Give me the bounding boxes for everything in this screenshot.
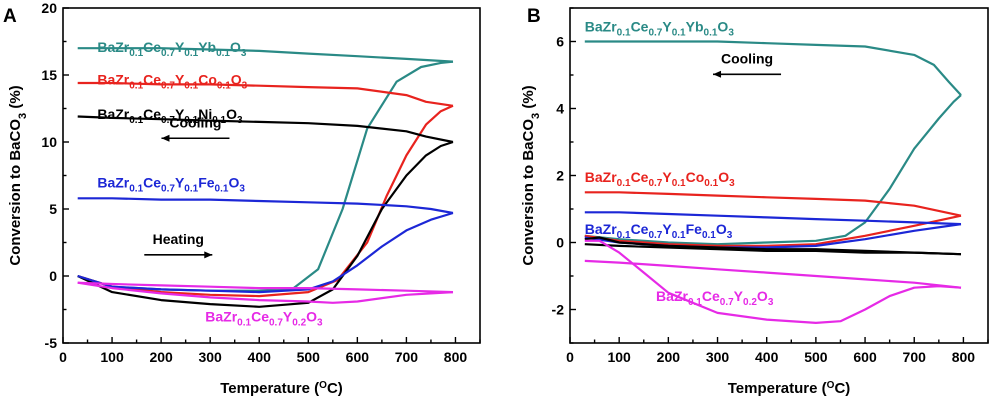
- series-cooling-line-bazr0-1ce0-7y0-1co0-1o3: [77, 81, 454, 107]
- x-tick-label: 300: [198, 349, 222, 365]
- series-label: BaZr0.1Ce0.7Y0.1Fe0.1O3: [585, 221, 733, 241]
- y-tick-label: 20: [41, 0, 57, 16]
- y-tick-label: 0: [49, 268, 57, 284]
- annotation-cooling: Cooling: [721, 50, 773, 66]
- x-tick-label: 800: [444, 349, 468, 365]
- series-heating-line-bazr0-1ce0-7y0-1fe0-1o3: [77, 211, 454, 294]
- y-tick-label: -5: [45, 335, 58, 351]
- x-tick-label: 800: [952, 349, 976, 365]
- series-cooling-line-bazr0-1ce0-7y0-2o3: [77, 281, 454, 294]
- panel-b: B 0 100 200 300 400 500 600 700 800 -2 0 2 4 6 Temperat…: [520, 6, 989, 398]
- y-tick-label: 5: [49, 201, 57, 217]
- x-tick-label: 600: [853, 349, 877, 365]
- annotation-cooling: Cooling: [169, 114, 221, 130]
- panel-label: A: [3, 6, 17, 27]
- arrow-head-icon: [161, 134, 170, 142]
- series-heating-line-bazr0-1ce0-7y0-1ni0-1o3: [77, 140, 454, 308]
- x-tick-label: 200: [149, 349, 173, 365]
- x-tick-label: 400: [755, 349, 779, 365]
- series-heating-line-bazr0-1ce0-7y0-1yb0-1o3: [584, 94, 962, 246]
- y-tick-label: -2: [552, 302, 565, 318]
- series-cooling-line-bazr0-1ce0-7y0-1yb0-1o3: [77, 47, 454, 63]
- x-tick-label: 300: [706, 349, 730, 365]
- y-tick-label: 15: [41, 67, 57, 83]
- x-tick-label: 700: [395, 349, 419, 365]
- y-axis-label: Conversion to BaCO3 (%): [7, 85, 29, 265]
- x-tick-label: 500: [297, 349, 321, 365]
- series-cooling-line-bazr0-1ce0-7y0-1yb0-1o3: [584, 40, 962, 96]
- series-cooling-line-bazr0-1ce0-7y0-1fe0-1o3: [77, 197, 454, 215]
- series-cooling-line-bazr0-1ce0-7y0-2o3: [584, 259, 962, 289]
- x-axis-label: Temperature (OC): [220, 380, 343, 398]
- series-label: BaZr0.1Ce0.7Y0.1Co0.1O3: [97, 71, 247, 91]
- panel-label: B: [527, 6, 541, 27]
- annotation-heating: Heating: [153, 231, 204, 247]
- series-cooling-line-bazr0-1ce0-7y0-1co0-1o3: [584, 191, 962, 217]
- x-tick-label: 500: [804, 349, 828, 365]
- series-heating-line-bazr0-1ce0-7y0-2o3: [77, 281, 454, 304]
- arrow-head-icon: [204, 251, 213, 259]
- x-tick-label: 100: [100, 349, 124, 365]
- y-tick-label: 6: [556, 34, 564, 50]
- series-label: BaZr0.1Ce0.7Y0.1Co0.1O3: [585, 169, 735, 189]
- y-tick-label: 10: [41, 134, 57, 150]
- arrow-head-icon: [713, 70, 722, 78]
- x-tick-label: 0: [566, 349, 574, 365]
- series-heating-line-bazr0-1ce0-7y0-2o3: [584, 239, 962, 324]
- y-axis-label: Conversion to BaCO3 (%): [520, 85, 542, 265]
- series-cooling-line-bazr0-1ce0-7y0-1ni0-1o3: [77, 115, 454, 144]
- x-tick-label: 700: [903, 349, 927, 365]
- x-tick-label: 400: [248, 349, 272, 365]
- series-heating-line-bazr0-1ce0-7y0-1co0-1o3: [584, 214, 962, 247]
- x-axis-label: Temperature (OC): [728, 380, 851, 398]
- series-label: BaZr0.1Ce0.7Y0.2O3: [205, 309, 323, 329]
- y-tick-label: 2: [556, 168, 564, 184]
- series-cooling-line-bazr0-1ce0-7y0-1ni0-1o3: [584, 243, 962, 256]
- x-tick-label: 600: [346, 349, 370, 365]
- x-tick-label: 0: [59, 349, 67, 365]
- y-tick-label: 4: [556, 101, 564, 117]
- y-tick-label: 0: [556, 235, 564, 251]
- x-tick-label: 100: [607, 349, 631, 365]
- series-cooling-line-bazr0-1ce0-7y0-1fe0-1o3: [584, 211, 962, 226]
- panel-a: A0 100 200 300 400 500 600 700 800-505101520Temp…: [3, 0, 481, 398]
- series-heating-line-bazr0-1ce0-7y0-1co0-1o3: [77, 104, 454, 298]
- series-label: BaZr0.1Ce0.7Y0.1Ni0.1O3: [97, 106, 243, 126]
- series-label: BaZr0.1Ce0.7Y0.1Yb0.1O3: [585, 18, 735, 38]
- series-label: BaZr0.1Ce0.7Y0.1Fe0.1O3: [97, 175, 245, 195]
- x-tick-label: 200: [657, 349, 681, 365]
- series-label: BaZr0.1Ce0.7Y0.2O3: [656, 288, 774, 308]
- series-label: BaZr0.1Ce0.7Y0.1Yb0.1O3: [97, 39, 247, 59]
